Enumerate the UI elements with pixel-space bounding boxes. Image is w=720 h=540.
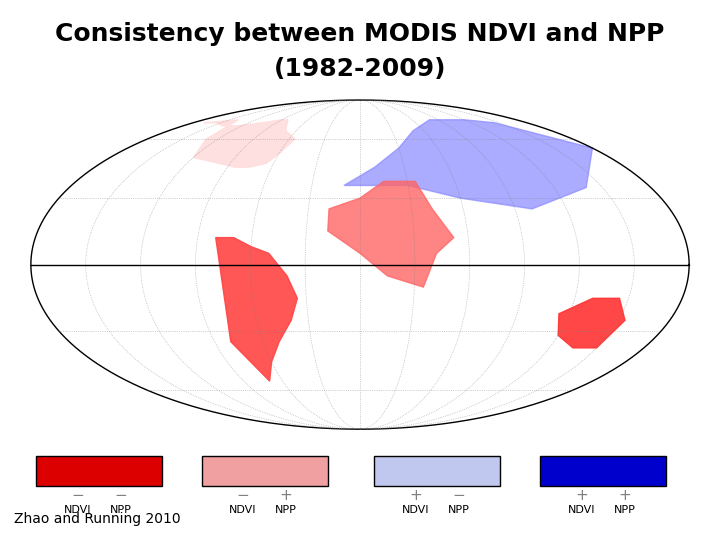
Text: −: − (453, 488, 465, 503)
Text: (1982-2009): (1982-2009) (274, 57, 446, 80)
Text: +: + (280, 488, 292, 503)
Polygon shape (328, 181, 454, 287)
Polygon shape (558, 298, 625, 348)
Text: −: − (237, 488, 249, 503)
Text: NDVI: NDVI (63, 505, 91, 515)
Text: NDVI: NDVI (229, 505, 257, 515)
Text: Consistency between MODIS NDVI and NPP: Consistency between MODIS NDVI and NPP (55, 22, 665, 45)
Text: NDVI: NDVI (567, 505, 595, 515)
Text: −: − (114, 488, 127, 503)
Text: NDVI: NDVI (402, 505, 430, 515)
Text: Zhao and Running 2010: Zhao and Running 2010 (14, 512, 181, 526)
Text: NPP: NPP (275, 505, 297, 515)
Text: +: + (575, 488, 588, 503)
Text: NPP: NPP (109, 505, 132, 515)
Text: +: + (618, 488, 631, 503)
Text: −: − (71, 488, 84, 503)
Text: +: + (410, 488, 422, 503)
Text: NPP: NPP (448, 505, 470, 515)
Polygon shape (216, 238, 297, 381)
Text: NPP: NPP (613, 505, 636, 515)
Polygon shape (194, 120, 295, 167)
Polygon shape (344, 120, 593, 209)
